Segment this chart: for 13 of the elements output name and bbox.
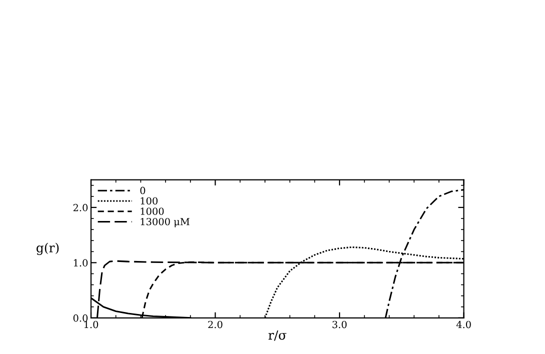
y-axis-title: g(r) xyxy=(36,242,59,255)
x-tick-label: 1.0 xyxy=(84,320,98,328)
y-tick-label: 0.0 xyxy=(73,314,88,322)
x-tick-label: 4.0 xyxy=(456,320,471,328)
legend-label: 1000 xyxy=(140,208,164,215)
y-tick-label: 1.0 xyxy=(74,259,88,266)
y-tick-label: 2.0 xyxy=(73,204,88,212)
x-tick-label: 3.0 xyxy=(332,320,347,328)
legend-label: 100 xyxy=(140,197,158,205)
x-tick-label: 2.0 xyxy=(208,320,222,328)
legend-label: 0 xyxy=(140,186,146,194)
x-axis-title: r/σ xyxy=(268,330,286,341)
legend-label: 13000 μM xyxy=(140,218,190,228)
